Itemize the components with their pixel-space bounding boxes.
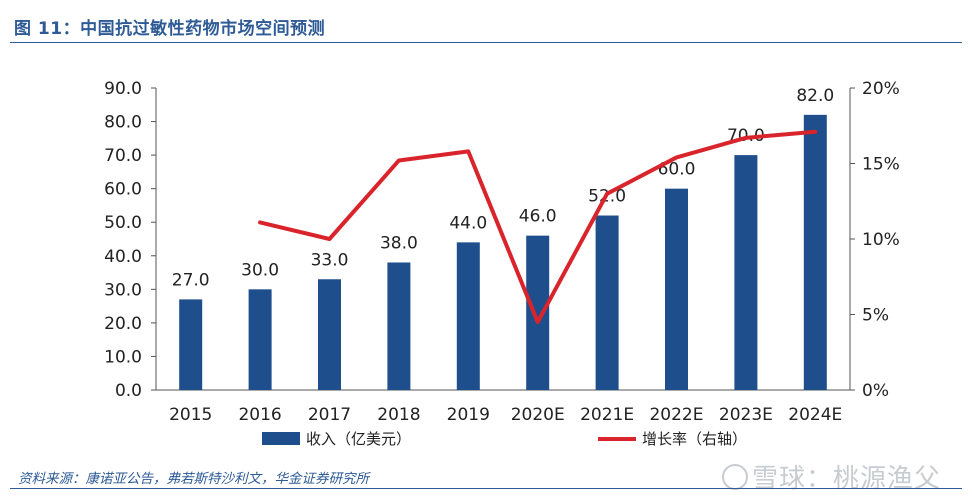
watermark-text: 雪球：桃源渔父 (752, 464, 942, 494)
left-tick-label: 0.0 (115, 381, 142, 401)
x-tick-label: 2024E (788, 405, 842, 425)
bar (318, 279, 341, 390)
bar (526, 235, 550, 390)
left-tick-label: 90.0 (104, 79, 142, 99)
x-tick-label: 2022E (649, 405, 703, 425)
figure-title: 图 11：中国抗过敏性药物市场空间预测 (14, 19, 326, 39)
bar-data-label: 82.0 (796, 86, 834, 106)
left-tick-label: 80.0 (104, 113, 142, 133)
right-tick-label: 0% (862, 381, 889, 401)
left-tick-label: 20.0 (104, 314, 142, 334)
legend-swatch-revenue (262, 432, 300, 445)
x-tick-label: 2016 (238, 405, 281, 425)
right-tick-label: 20% (862, 79, 900, 99)
left-tick-label: 60.0 (104, 180, 142, 200)
right-tick-label: 10% (862, 230, 900, 250)
x-tick-label: 2018 (377, 405, 420, 425)
left-tick-label: 70.0 (104, 146, 142, 166)
bar-data-label: 30.0 (241, 260, 279, 280)
x-tick-label: 2023E (719, 405, 773, 425)
bar (387, 262, 411, 390)
source-note: 资料来源：康诺亚公告，弗若斯特沙利文，华金证券研究所 (18, 471, 369, 487)
bar (248, 289, 272, 390)
title-bar: 图 11：中国抗过敏性药物市场空间预测 (10, 12, 962, 43)
left-tick-label: 10.0 (104, 347, 142, 367)
bar-data-label: 46.0 (519, 207, 557, 227)
watermark: 雪球：桃源渔父 (722, 458, 941, 495)
x-tick-label: 2021E (580, 405, 634, 425)
x-tick-label: 2020E (511, 405, 565, 425)
bar (595, 215, 619, 390)
chart: 0.0 10.0 20.0 30.0 40.0 50.0 60.0 70.0 80.0 90.0 0… (104, 79, 900, 448)
x-tick-label: 2019 (447, 405, 490, 425)
bar-data-label: 33.0 (311, 250, 349, 270)
growth-line (258, 129, 818, 325)
bar (179, 299, 203, 390)
right-tick-label: 5% (862, 306, 889, 326)
bar (456, 242, 480, 390)
bottom-rule (10, 488, 962, 489)
right-tick-label: 15% (862, 155, 900, 175)
bar (734, 155, 758, 390)
left-tick-label: 30.0 (104, 280, 142, 300)
bar-data-label: 60.0 (658, 160, 696, 180)
bar-data-label: 27.0 (172, 270, 210, 290)
left-tick-label: 40.0 (104, 247, 142, 267)
x-tick-label: 2015 (169, 405, 212, 425)
bar-data-label: 44.0 (449, 213, 487, 233)
legend-label-revenue: 收入（亿美元） (306, 430, 411, 448)
x-tick-label: 2017 (308, 405, 351, 425)
legend-label-growth: 增长率（右轴） (642, 430, 747, 448)
left-tick-label: 50.0 (104, 213, 142, 233)
bar (665, 188, 688, 390)
watermark-logo-icon (722, 464, 748, 490)
bar (803, 114, 827, 390)
bar-data-label: 38.0 (380, 233, 418, 253)
